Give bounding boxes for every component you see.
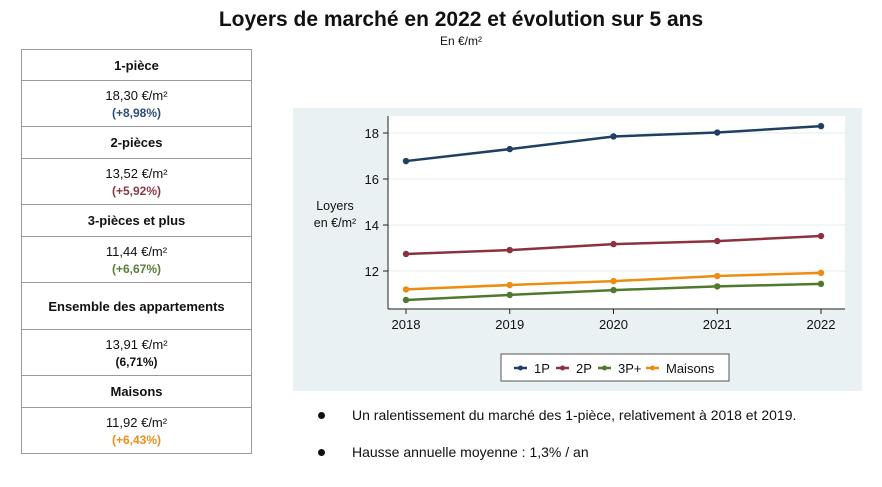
table-header-1-piece: 1-pièce: [22, 50, 251, 81]
bullet-dot-icon: [318, 448, 325, 456]
legend-label: 2P: [576, 361, 592, 376]
data-point-1p: [402, 157, 410, 165]
data-point-3pplus: [714, 283, 721, 290]
table-header-ensemble: Ensemble des appartements: [22, 283, 251, 330]
plot-area: [388, 116, 845, 308]
y-tick-label: 14: [365, 218, 379, 233]
x-tick-label: 2021: [703, 317, 732, 332]
x-tick-label: 2022: [807, 317, 836, 332]
rent-change: (+6,67%): [111, 261, 162, 276]
data-point-3pplus: [610, 286, 617, 294]
y-axis-label-line2: en €/m²: [314, 216, 356, 230]
table-header-3-pieces: 3-pièces et plus: [22, 205, 251, 237]
legend-label: 3P+: [618, 361, 642, 376]
bullet-item: Hausse annuelle moyenne : 1,3% / an: [315, 442, 796, 462]
page-subtitle: En €/m²: [439, 34, 482, 48]
bullet-dot-icon: [318, 411, 325, 419]
x-tick-label: 2018: [392, 317, 421, 332]
table-header-maisons: Maisons: [22, 376, 251, 408]
y-tick-label: 12: [365, 264, 379, 279]
data-point-maisons: [817, 269, 825, 277]
category-label: 1-pièce: [114, 57, 159, 73]
legend-swatch-marker: [602, 365, 607, 371]
y-tick-label: 18: [365, 126, 379, 141]
table-value-1-piece: 18,30 €/m² (+8,98%): [22, 81, 251, 127]
bullet-list: Un ralentissement du marché des 1-pièce,…: [315, 405, 796, 479]
x-ticks: 2018 2019 2020 2021 2022: [392, 309, 836, 332]
table-header-2-pieces: 2-pièces: [22, 127, 251, 159]
y-axis-label-line1: Loyers: [316, 199, 354, 213]
legend-label: 1P: [534, 361, 550, 376]
legend-swatch-marker: [650, 365, 655, 371]
table-value-ensemble: 13,91 €/m² (6,71%): [22, 330, 251, 376]
legend-box: [500, 353, 730, 382]
data-point-maisons: [610, 277, 617, 285]
gridlines: [388, 132, 845, 272]
data-point-3pplus: [402, 296, 410, 304]
rent-value: 13,52 €/m²: [105, 165, 168, 181]
x-tick-label: 2020: [599, 317, 628, 332]
y-tick-label: 16: [365, 172, 379, 187]
series-lines: [402, 122, 825, 304]
category-label: Ensemble des appartements: [48, 298, 225, 314]
rent-change: (6,71%): [115, 354, 158, 369]
data-point-2p: [402, 250, 410, 258]
rent-change: (+8,98%): [111, 105, 162, 120]
data-point-maisons: [506, 281, 513, 289]
chart-container: 12 14 16 18 2018 2019 2020 2021 2022 Loyers en …: [293, 108, 862, 391]
data-point-2p: [817, 232, 825, 240]
rent-value: 13,91 €/m²: [105, 336, 168, 352]
x-tick-label: 2019: [495, 317, 524, 332]
category-label: Maisons: [110, 384, 163, 399]
rent-value: 11,44 €/m²: [105, 243, 168, 259]
bullet-item: Un ralentissement du marché des 1-pièce,…: [315, 405, 796, 425]
data-point-2p: [714, 237, 721, 245]
data-point-2p: [506, 246, 513, 254]
data-point-3pplus: [817, 280, 825, 288]
data-point-1p: [714, 129, 721, 136]
data-point-3pplus: [506, 291, 513, 299]
rent-value: 11,92 €/m²: [105, 414, 168, 430]
table-value-maisons: 11,92 €/m² (+6,43%): [22, 408, 251, 453]
line-chart: 12 14 16 18 2018 2019 2020 2021 2022 Loyers en …: [314, 116, 845, 382]
category-label: 2-pièces: [110, 135, 163, 150]
page-title: Loyers de marché en 2022 et évolution su…: [218, 8, 704, 31]
legend-label: Maisons: [666, 361, 715, 376]
rent-summary-table: 1-pièce 18,30 €/m² (+8,98%) 2-pièces 13,…: [21, 49, 252, 454]
legend-swatch-marker: [560, 365, 565, 371]
bullet-text: Un ralentissement du marché des 1-pièce,…: [352, 407, 797, 423]
table-value-2-pieces: 13,52 €/m² (+5,92%): [22, 159, 251, 205]
data-point-maisons: [402, 286, 410, 293]
data-point-2p: [610, 240, 617, 248]
data-point-1p: [817, 122, 825, 130]
category-label: 3-pièces et plus: [87, 213, 186, 228]
legend-swatch-marker: [518, 365, 523, 371]
table-value-3-pieces: 11,44 €/m² (+6,67%): [22, 237, 251, 283]
rent-change: (+6,43%): [111, 432, 162, 447]
legend: 1P 2P 3P+ Maisons: [500, 353, 730, 382]
rent-change: (+5,92%): [111, 183, 162, 198]
y-ticks: 12 14 16 18: [365, 126, 388, 279]
rent-value: 18,30 €/m²: [105, 87, 168, 103]
data-point-1p: [610, 133, 617, 140]
data-point-1p: [506, 145, 513, 153]
bullet-text: Hausse annuelle moyenne : 1,3% / an: [352, 444, 589, 460]
data-point-maisons: [714, 272, 721, 280]
